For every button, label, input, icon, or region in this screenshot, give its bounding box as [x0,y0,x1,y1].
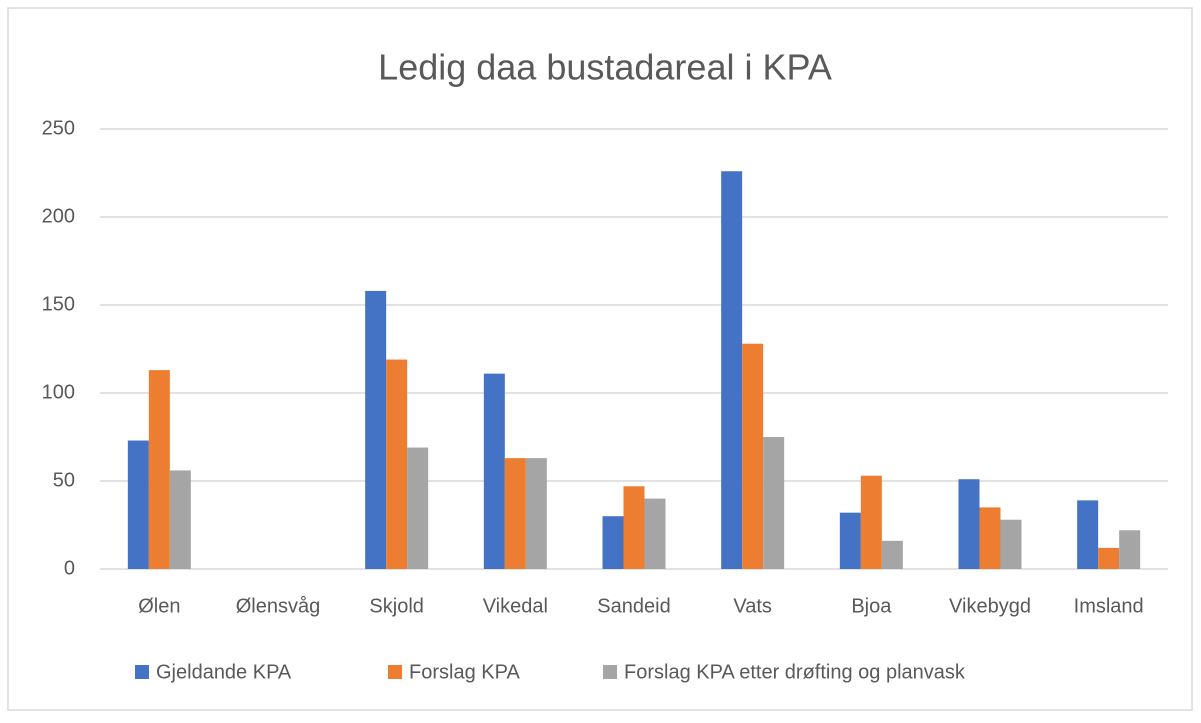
x-tick-label: Vats [733,595,772,617]
x-tick-label: Ølensvåg [236,595,321,617]
bar [602,516,624,569]
bar [483,373,505,569]
chart-title: Ledig daa bustadareal i KPA [378,47,832,88]
bar [386,359,408,569]
bar [1000,519,1022,569]
legend-swatch [135,665,149,679]
bar [504,458,526,569]
chart-border [7,7,1193,711]
bar [644,498,666,569]
bar [742,343,764,569]
bar [860,475,882,569]
x-tick-label: Vikebygd [949,595,1031,617]
x-tick-label: Vikedal [483,595,548,617]
x-tick-label: Imsland [1074,595,1144,617]
y-tick-label: 50 [53,469,75,491]
bar [407,447,429,569]
bar [763,437,785,569]
bar [148,370,170,569]
y-tick-label: 0 [64,557,75,579]
bar [1077,500,1099,569]
bar [1119,530,1141,569]
bar [958,479,980,569]
x-tick-label: Ølen [138,595,180,617]
bar [1098,547,1120,569]
legend-label: Forslag KPA etter drøfting og planvask [624,661,966,683]
bar [127,440,149,569]
x-tick-label: Skjold [369,595,423,617]
bar [979,507,1001,569]
legend-swatch [388,665,402,679]
y-tick-label: 200 [42,205,75,227]
x-tick-label: Bjoa [851,595,892,617]
legend-label: Gjeldande KPA [156,661,292,683]
legend-label: Forslag KPA [409,661,520,683]
x-tick-label: Sandeid [597,595,670,617]
bar [839,512,861,569]
y-tick-label: 100 [42,381,75,403]
y-tick-label: 250 [42,117,75,139]
bar [623,486,645,569]
bar [721,171,743,570]
bar [525,458,547,569]
bar [881,540,903,569]
bar [365,290,387,569]
legend-swatch [603,665,617,679]
y-tick-label: 150 [42,293,75,315]
bar [169,470,191,569]
